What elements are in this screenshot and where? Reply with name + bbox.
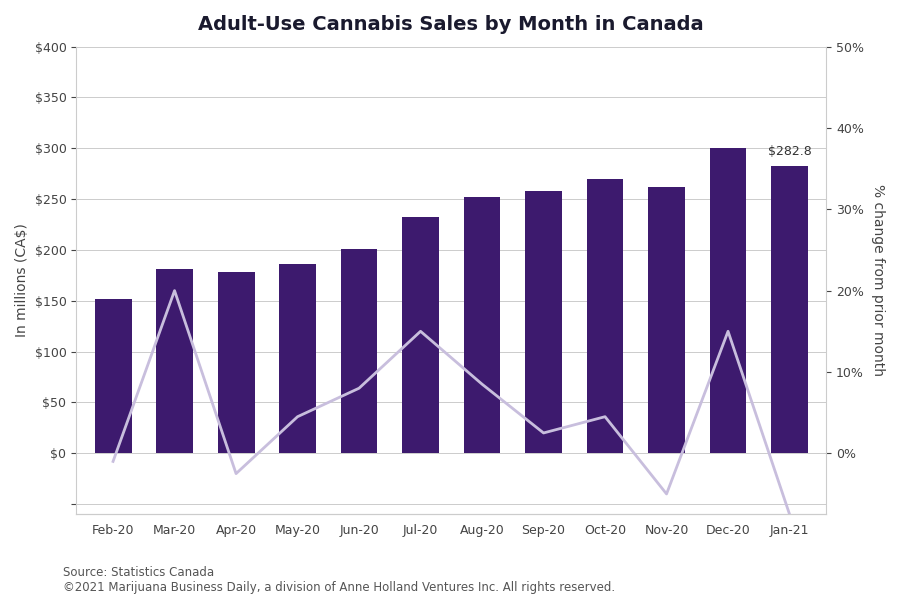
Bar	[279, 264, 316, 453]
Y-axis label: In millions (CA$): In millions (CA$)	[15, 224, 29, 337]
Text: $282.8: $282.8	[768, 145, 812, 158]
Title: Adult-Use Cannabis Sales by Month in Canada: Adult-Use Cannabis Sales by Month in Can…	[199, 15, 704, 34]
Y-axis label: % change from prior month: % change from prior month	[871, 184, 885, 376]
Bar	[587, 179, 624, 453]
Bar	[402, 217, 439, 453]
Text: Source: Statistics Canada
©2021 Marijuana Business Daily, a division of Anne Hol: Source: Statistics Canada ©2021 Marijuan…	[63, 566, 615, 594]
Bar	[218, 272, 255, 453]
Bar	[648, 187, 685, 453]
Bar	[340, 249, 377, 453]
Bar	[771, 166, 808, 453]
Bar	[709, 148, 746, 453]
Bar	[156, 269, 193, 453]
Bar	[525, 191, 562, 453]
Bar	[94, 299, 131, 453]
Bar	[464, 197, 500, 453]
